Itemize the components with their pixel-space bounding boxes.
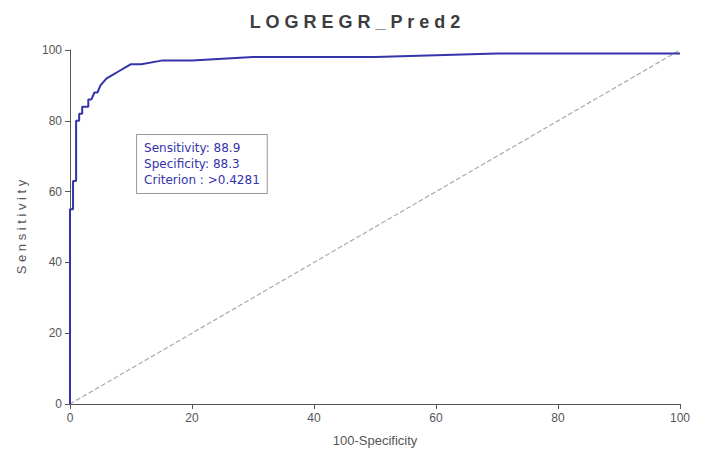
svg-text:40: 40 <box>49 255 63 269</box>
svg-text:0: 0 <box>67 411 74 425</box>
svg-text:Sensitivity: 88.9: Sensitivity: 88.9 <box>144 141 240 155</box>
svg-text:100-Specificity: 100-Specificity <box>333 433 418 448</box>
svg-text:Specificity: 88.3: Specificity: 88.3 <box>144 157 240 171</box>
svg-text:S e n s i t i v i t y: S e n s i t i v i t y <box>14 179 29 274</box>
svg-text:20: 20 <box>49 326 63 340</box>
svg-text:100: 100 <box>42 43 62 57</box>
svg-text:Criterion : >0.4281: Criterion : >0.4281 <box>144 173 260 187</box>
svg-text:60: 60 <box>49 185 63 199</box>
svg-text:100: 100 <box>670 411 690 425</box>
svg-text:60: 60 <box>429 411 443 425</box>
svg-text:80: 80 <box>551 411 565 425</box>
svg-text:80: 80 <box>49 114 63 128</box>
svg-text:0: 0 <box>55 397 62 411</box>
svg-text:40: 40 <box>307 411 321 425</box>
svg-text:20: 20 <box>185 411 199 425</box>
svg-text:L O G R E G R _ P r e d 2: L O G R E G R _ P r e d 2 <box>250 12 460 32</box>
